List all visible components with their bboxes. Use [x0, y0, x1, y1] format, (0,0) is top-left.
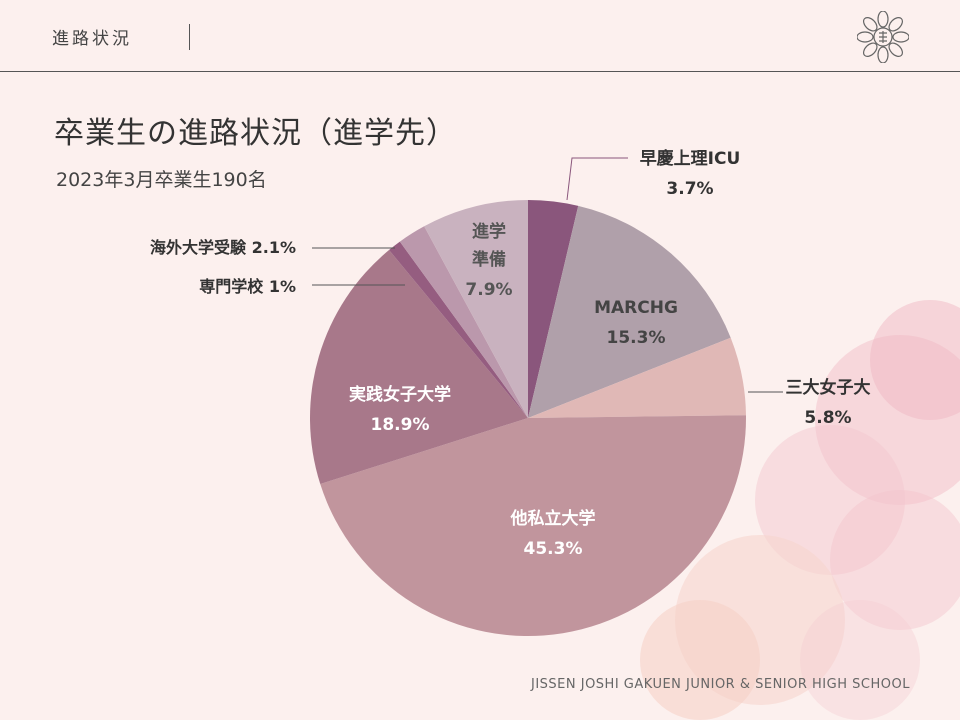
pie-slice	[309, 250, 528, 485]
pie-slice	[528, 200, 579, 418]
slice-value: 18.9%	[371, 415, 430, 435]
pie-slice	[528, 337, 746, 418]
slice-label: 他私立大学	[510, 508, 596, 529]
slice-label: MARCHG	[594, 298, 678, 318]
school-emblem-icon	[857, 11, 909, 63]
slice-value: 7.9%	[465, 280, 512, 300]
slice-label: 準備	[472, 249, 506, 270]
chart-subtitle: 2023年3月卒業生190名	[56, 169, 267, 191]
slice-label: 三大女子大	[786, 377, 871, 398]
slice-label: 実践女子大学	[349, 384, 451, 405]
slice-value: 5.8%	[804, 408, 851, 428]
header-separator	[189, 24, 190, 50]
slice-label: 進学	[472, 221, 506, 242]
pie-slice	[424, 200, 528, 418]
chart-title: 卒業生の進路状況（進学先）	[54, 116, 457, 151]
pie-slice	[399, 226, 528, 418]
section-title: 進路状況	[52, 29, 132, 49]
pie-slice	[320, 415, 746, 636]
slice-label: 専門学校 1%	[199, 277, 296, 296]
slice-label: 海外大学受験 2.1%	[150, 238, 296, 257]
slice-label: 早慶上理ICU	[640, 148, 741, 169]
slice-value: 15.3%	[607, 328, 666, 348]
pie-slice	[389, 241, 528, 418]
school-name-footer: JISSEN JOSHI GAKUEN JUNIOR & SENIOR HIGH…	[531, 677, 910, 692]
header-divider	[0, 71, 960, 72]
slice-value: 45.3%	[524, 539, 583, 559]
pie-slice	[528, 205, 731, 418]
leader-line	[566, 157, 628, 201]
slice-value: 3.7%	[666, 179, 713, 199]
